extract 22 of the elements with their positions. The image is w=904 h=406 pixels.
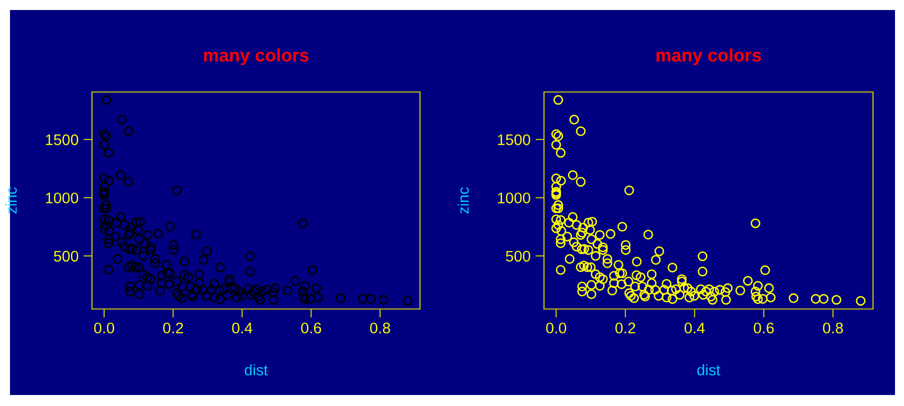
x-tick-label: 0.4 (232, 322, 252, 334)
x-tick-label: 0.0 (546, 322, 566, 334)
chart-title: many colors (204, 48, 308, 66)
y-axis-title: zinc (6, 187, 17, 214)
y-tick-label: 1500 (46, 134, 78, 146)
x-tick-label: 0.6 (301, 322, 322, 334)
y-tick-label: 1500 (498, 134, 530, 146)
x-axis-title: dist (697, 364, 720, 376)
x-tick-label: 0.2 (163, 322, 183, 334)
chart-title: many colors (656, 48, 761, 66)
y-tick-label: 1000 (46, 192, 78, 204)
x-tick-label: 0.8 (370, 322, 390, 334)
y-tick-label: 500 (506, 250, 530, 262)
x-tick-label: 0.6 (754, 322, 774, 334)
x-tick-label: 0.0 (94, 322, 114, 334)
y-tick-label: 500 (54, 250, 78, 262)
y-tick-label: 1000 (498, 192, 530, 204)
y-axis-title: zinc (458, 187, 469, 214)
x-tick-label: 0.8 (822, 322, 843, 334)
x-axis-title: dist (244, 364, 268, 376)
x-tick-label: 0.2 (615, 322, 636, 334)
x-tick-label: 0.4 (684, 322, 705, 334)
